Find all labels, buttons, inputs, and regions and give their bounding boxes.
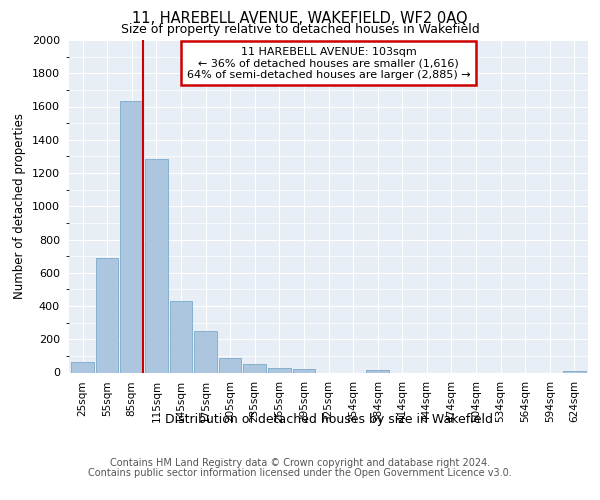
Y-axis label: Number of detached properties: Number of detached properties xyxy=(13,114,26,299)
Text: Contains public sector information licensed under the Open Government Licence v3: Contains public sector information licen… xyxy=(88,468,512,477)
Bar xyxy=(170,301,192,372)
Bar xyxy=(71,362,94,372)
Text: 11 HAREBELL AVENUE: 103sqm
← 36% of detached houses are smaller (1,616)
64% of s: 11 HAREBELL AVENUE: 103sqm ← 36% of deta… xyxy=(187,46,470,80)
Bar xyxy=(563,371,586,372)
Text: Distribution of detached houses by size in Wakefield: Distribution of detached houses by size … xyxy=(165,412,493,426)
Text: Contains HM Land Registry data © Crown copyright and database right 2024.: Contains HM Land Registry data © Crown c… xyxy=(110,458,490,468)
Text: 11, HAREBELL AVENUE, WAKEFIELD, WF2 0AQ: 11, HAREBELL AVENUE, WAKEFIELD, WF2 0AQ xyxy=(132,11,468,26)
Bar xyxy=(219,358,241,372)
Bar xyxy=(121,100,143,372)
Bar xyxy=(194,331,217,372)
Bar xyxy=(367,370,389,372)
Bar xyxy=(244,364,266,372)
Bar xyxy=(268,368,290,372)
Bar xyxy=(293,369,315,372)
Bar xyxy=(96,258,118,372)
Text: Size of property relative to detached houses in Wakefield: Size of property relative to detached ho… xyxy=(121,22,479,36)
Bar xyxy=(145,159,167,372)
